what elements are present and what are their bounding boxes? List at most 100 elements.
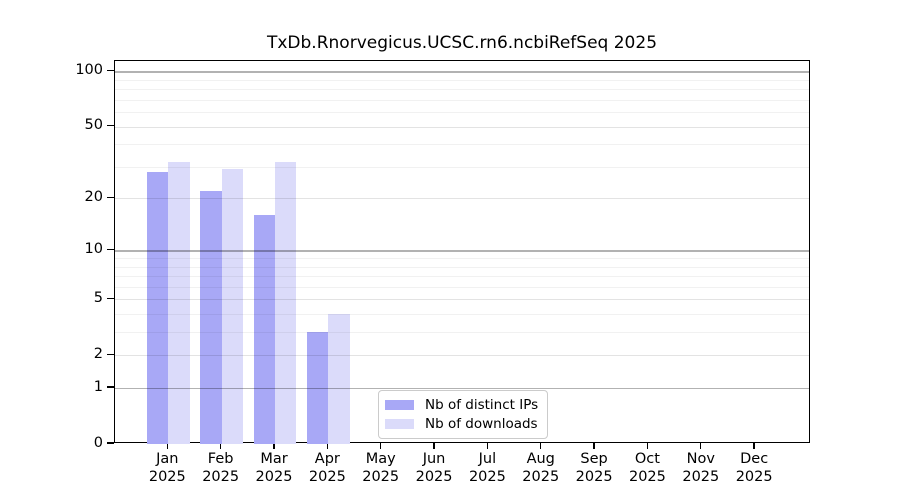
bar-nb-of-downloads-apr bbox=[328, 314, 350, 444]
x-tick-month-oct: Oct bbox=[634, 451, 660, 467]
gridline-y-4 bbox=[115, 314, 809, 316]
bar-nb-of-downloads-feb bbox=[221, 169, 244, 444]
gridline-y-100 bbox=[115, 71, 809, 73]
gridline-y-70 bbox=[115, 99, 809, 101]
x-tick-month-aug: Aug bbox=[526, 451, 555, 467]
y-tick-label-100: 100 bbox=[75, 61, 103, 78]
bar-nb-of-distinct-ips-mar bbox=[253, 215, 275, 444]
x-tick-may bbox=[380, 443, 382, 449]
x-tick-month-jan: Jan bbox=[156, 451, 179, 467]
gridline-y-2 bbox=[115, 355, 809, 357]
x-tick-month-nov: Nov bbox=[686, 451, 715, 467]
gridline-y-8 bbox=[115, 266, 809, 268]
x-tick-year-sep: 2025 bbox=[575, 468, 613, 485]
gridline-y-80 bbox=[115, 89, 809, 91]
y-tick-20 bbox=[107, 196, 114, 198]
x-tick-label-aug: Aug 2025 bbox=[509, 451, 573, 486]
x-tick-year-mar: 2025 bbox=[255, 468, 293, 485]
x-tick-month-sep: Sep bbox=[580, 451, 608, 467]
x-tick-month-mar: Mar bbox=[260, 451, 288, 467]
x-tick-label-jun: Jun 2025 bbox=[402, 451, 466, 486]
gridline-y-6 bbox=[115, 286, 809, 288]
x-tick-jun bbox=[433, 443, 435, 449]
y-tick-label-50: 50 bbox=[84, 117, 103, 134]
x-tick-label-feb: Feb 2025 bbox=[189, 451, 253, 486]
gridline-y-40 bbox=[115, 144, 809, 146]
gridline-y-7 bbox=[115, 276, 809, 278]
x-tick-label-apr: Apr 2025 bbox=[295, 451, 359, 486]
x-tick-dec bbox=[753, 443, 755, 449]
gridline-y-10 bbox=[115, 250, 809, 252]
gridline-y-3 bbox=[115, 332, 809, 334]
x-tick-jul bbox=[486, 443, 489, 449]
gridline-y-30 bbox=[115, 166, 809, 168]
legend-item-downloads: Nb of downloads bbox=[385, 414, 538, 433]
legend-item-distinct-ips: Nb of distinct IPs bbox=[385, 395, 538, 414]
y-tick-2 bbox=[107, 353, 114, 355]
x-tick-label-may: May 2025 bbox=[349, 451, 413, 486]
y-tick-1 bbox=[107, 386, 114, 388]
x-tick-mar bbox=[273, 443, 275, 449]
gridline-y-60 bbox=[115, 112, 809, 114]
x-tick-label-mar: Mar 2025 bbox=[242, 451, 306, 486]
x-tick-year-aug: 2025 bbox=[522, 468, 560, 485]
plot-area bbox=[114, 60, 810, 444]
legend: Nb of distinct IPs Nb of downloads bbox=[378, 390, 549, 439]
gridline-y-5 bbox=[115, 299, 809, 301]
x-tick-label-nov: Nov 2025 bbox=[669, 451, 733, 486]
x-tick-year-apr: 2025 bbox=[308, 468, 346, 485]
x-tick-year-jan: 2025 bbox=[148, 468, 186, 485]
x-tick-apr bbox=[326, 443, 329, 449]
x-tick-aug bbox=[540, 443, 542, 449]
y-tick-label-5: 5 bbox=[93, 289, 103, 306]
x-tick-label-oct: Oct 2025 bbox=[615, 451, 679, 486]
x-tick-month-may: May bbox=[365, 451, 396, 467]
x-tick-month-jun: Jun bbox=[422, 451, 446, 467]
x-tick-nov bbox=[700, 443, 702, 449]
x-tick-year-nov: 2025 bbox=[682, 468, 720, 485]
x-tick-month-feb: Feb bbox=[207, 451, 234, 467]
y-tick-5 bbox=[107, 297, 114, 300]
y-tick-label-10: 10 bbox=[84, 240, 103, 257]
x-tick-sep bbox=[593, 443, 595, 449]
chart-title: TxDb.Rnorvegicus.UCSC.rn6.ncbiRefSeq 202… bbox=[266, 33, 658, 53]
bar-nb-of-downloads-mar bbox=[275, 161, 297, 444]
x-tick-label-jan: Jan 2025 bbox=[135, 451, 199, 486]
x-tick-year-feb: 2025 bbox=[202, 468, 240, 485]
y-tick-label-2: 2 bbox=[93, 345, 103, 362]
x-tick-month-dec: Dec bbox=[740, 451, 769, 467]
x-tick-year-dec: 2025 bbox=[735, 468, 773, 485]
x-tick-oct bbox=[646, 443, 649, 449]
x-tick-label-dec: Dec 2025 bbox=[722, 451, 786, 486]
bar-nb-of-distinct-ips-apr bbox=[306, 332, 329, 444]
gridline-y-90 bbox=[115, 79, 809, 81]
x-tick-year-may: 2025 bbox=[362, 468, 400, 485]
gridline-y-50 bbox=[115, 126, 809, 128]
y-tick-10 bbox=[107, 248, 114, 251]
y-tick-100 bbox=[107, 69, 114, 72]
gridline-y-20 bbox=[115, 198, 809, 200]
y-tick-50 bbox=[107, 124, 114, 127]
legend-label-distinct-ips: Nb of distinct IPs bbox=[425, 396, 539, 413]
x-tick-year-oct: 2025 bbox=[628, 468, 666, 485]
gridline-y-9 bbox=[115, 258, 809, 260]
x-tick-year-jun: 2025 bbox=[415, 468, 453, 485]
x-tick-label-jul: Jul 2025 bbox=[455, 451, 519, 486]
bar-nb-of-downloads-jan bbox=[168, 161, 190, 444]
x-tick-year-jul: 2025 bbox=[468, 468, 506, 485]
x-tick-month-jul: Jul bbox=[478, 451, 497, 467]
y-tick-label-20: 20 bbox=[84, 188, 103, 205]
x-tick-jan bbox=[166, 443, 168, 449]
legend-swatch-distinct-ips bbox=[385, 399, 414, 410]
y-tick-0 bbox=[107, 442, 114, 444]
gridline-y-1 bbox=[115, 388, 809, 390]
bar-nb-of-distinct-ips-jan bbox=[146, 172, 169, 444]
x-tick-label-sep: Sep 2025 bbox=[562, 451, 626, 486]
legend-swatch-downloads bbox=[385, 418, 414, 429]
legend-label-downloads: Nb of downloads bbox=[425, 415, 538, 432]
x-tick-month-apr: Apr bbox=[314, 451, 340, 467]
x-tick-feb bbox=[219, 443, 222, 449]
y-tick-label-0: 0 bbox=[93, 434, 103, 451]
bar-nb-of-distinct-ips-feb bbox=[200, 190, 222, 444]
